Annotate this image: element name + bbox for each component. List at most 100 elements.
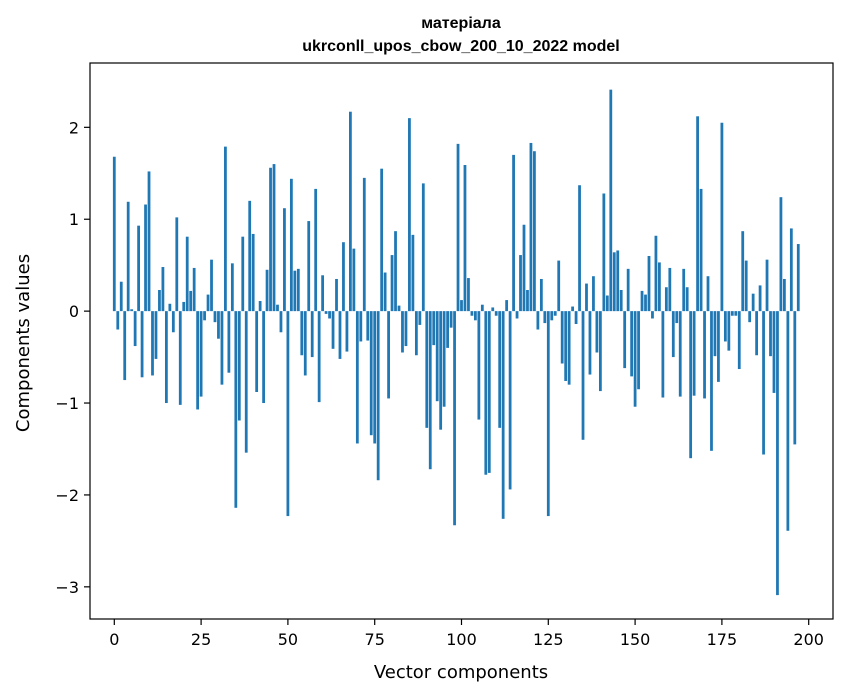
- bar: [505, 300, 509, 312]
- bar: [661, 311, 665, 398]
- bar: [630, 311, 634, 377]
- bar: [460, 300, 463, 312]
- bar: [362, 177, 366, 312]
- bar: [144, 204, 147, 312]
- bar: [380, 168, 384, 312]
- bar: [647, 255, 651, 312]
- bar: [467, 278, 470, 312]
- bar: [369, 311, 373, 436]
- bar: [793, 311, 797, 445]
- bar: [432, 311, 436, 346]
- bar: [133, 311, 137, 347]
- bar: [418, 311, 422, 325]
- bar: [359, 311, 363, 342]
- bar: [401, 311, 404, 353]
- bar: [470, 311, 474, 316]
- bar: [696, 116, 699, 312]
- bar: [279, 311, 283, 333]
- bar: [425, 311, 429, 428]
- bar: [508, 311, 512, 490]
- bar: [397, 305, 401, 312]
- bar: [730, 311, 734, 316]
- bar: [654, 235, 658, 312]
- x-tick-label: 50: [278, 630, 298, 649]
- bar: [685, 287, 689, 312]
- bar: [727, 311, 731, 351]
- bar: [383, 272, 387, 312]
- y-tick-label: −2: [55, 486, 79, 505]
- bar: [342, 242, 345, 312]
- y-tick-label: 1: [69, 210, 79, 229]
- bar: [262, 311, 265, 404]
- bar: [296, 268, 300, 312]
- bar: [147, 171, 151, 312]
- y-tick-label: −1: [55, 394, 79, 413]
- bar: [678, 311, 682, 397]
- bar: [126, 201, 130, 312]
- bar: [623, 311, 627, 369]
- bar: [480, 304, 484, 312]
- bar: [498, 311, 502, 428]
- bar: [428, 311, 432, 470]
- bar: [199, 311, 203, 397]
- bar: [286, 311, 290, 517]
- bar: [376, 311, 380, 481]
- bar: [772, 311, 776, 393]
- bar: [668, 267, 672, 312]
- bar: [519, 255, 522, 312]
- bar: [269, 167, 272, 312]
- bar: [786, 311, 790, 531]
- bar: [404, 311, 408, 347]
- bar: [272, 164, 276, 312]
- bar: [307, 221, 311, 312]
- bar: [699, 188, 703, 312]
- bar: [578, 185, 581, 312]
- bar: [789, 228, 793, 312]
- y-tick-label: −3: [55, 578, 79, 597]
- x-tick-label: 200: [793, 630, 824, 649]
- bar: [581, 311, 585, 440]
- bars-group: [112, 89, 800, 596]
- chart-subtitle: ukrconll_upos_cbow_200_10_2022 model: [302, 38, 619, 55]
- bar: [539, 278, 543, 312]
- bar: [119, 281, 123, 312]
- bar: [328, 311, 331, 319]
- bar: [283, 208, 286, 312]
- bar: [300, 311, 304, 356]
- bar: [158, 290, 161, 312]
- x-tick-label: 100: [446, 630, 477, 649]
- bar: [710, 311, 713, 451]
- bar: [560, 311, 564, 364]
- bar: [609, 89, 613, 312]
- bar: [265, 269, 269, 312]
- bar: [755, 311, 759, 356]
- bar: [230, 263, 234, 312]
- bar: [355, 311, 359, 444]
- bar: [338, 311, 342, 359]
- bar: [703, 311, 706, 399]
- bar: [317, 311, 321, 403]
- bar: [487, 311, 491, 473]
- bar: [116, 311, 120, 330]
- chart-title: матеріала: [421, 15, 501, 32]
- bar: [494, 311, 498, 316]
- bar: [557, 260, 561, 312]
- x-axis-label: Vector components: [374, 662, 548, 683]
- bar: [501, 311, 505, 519]
- bar: [619, 290, 623, 312]
- bar: [213, 311, 217, 323]
- bar: [289, 178, 293, 312]
- bar: [303, 311, 307, 376]
- bar: [151, 311, 154, 376]
- bar: [331, 311, 335, 349]
- bar: [626, 268, 630, 312]
- bar: [189, 290, 193, 312]
- bar: [442, 311, 446, 407]
- bar: [345, 311, 349, 352]
- bar: [723, 311, 727, 342]
- bar: [456, 143, 460, 312]
- bar: [390, 255, 394, 312]
- x-tick-label: 25: [191, 630, 211, 649]
- bar: [796, 244, 800, 312]
- bar: [741, 231, 745, 312]
